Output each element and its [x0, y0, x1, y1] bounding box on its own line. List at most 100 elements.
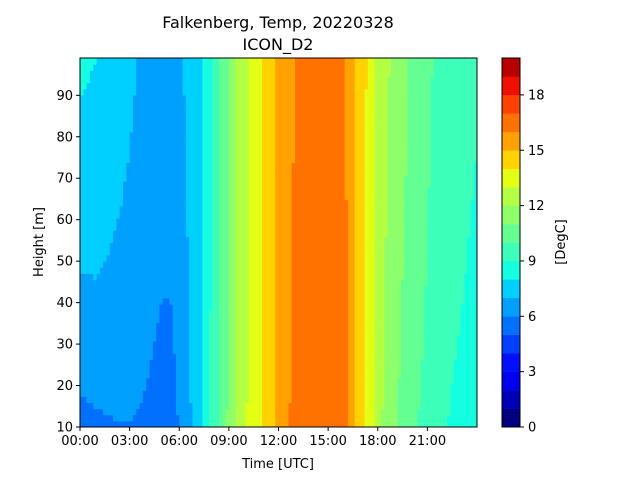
heatmap-cell [344, 94, 349, 102]
heatmap-cell [308, 254, 313, 262]
heatmap-cell [238, 150, 243, 157]
heatmap-cell [116, 340, 121, 348]
heatmap-cell [139, 174, 144, 182]
heatmap-cell [225, 168, 230, 176]
heatmap-cell [126, 94, 131, 102]
heatmap-cell [242, 101, 247, 108]
heatmap-cell [159, 181, 164, 188]
heatmap-cell [99, 88, 104, 96]
heatmap-cell [212, 310, 217, 317]
heatmap-cell [324, 267, 329, 274]
heatmap-cell [192, 347, 197, 354]
heatmap-cell [281, 285, 286, 293]
heatmap-cell [295, 88, 299, 96]
heatmap-cell [268, 125, 273, 133]
heatmap-cell [192, 144, 197, 151]
heatmap-cell [96, 328, 101, 336]
heatmap-cell [169, 402, 174, 410]
heatmap-cell [278, 58, 283, 65]
heatmap-cell [132, 304, 137, 311]
heatmap-cell [338, 328, 342, 336]
heatmap-cell [328, 174, 333, 182]
heatmap-cell [351, 242, 356, 250]
heatmap-cell [338, 181, 342, 188]
heatmap-cell [99, 144, 104, 151]
heatmap-cell [331, 297, 336, 305]
heatmap-cell [344, 181, 349, 188]
heatmap-cell [228, 58, 233, 65]
heatmap-cell [308, 230, 313, 237]
heatmap-cell [268, 242, 273, 250]
heatmap-cell [142, 64, 147, 71]
heatmap-cell [146, 82, 151, 90]
heatmap-cell [149, 328, 154, 336]
heatmap-cell [86, 107, 91, 114]
heatmap-cell [93, 304, 98, 311]
heatmap-cell [166, 304, 170, 311]
heatmap-cell [136, 187, 141, 194]
heatmap-cell [159, 187, 164, 194]
heatmap-cell [344, 119, 349, 127]
heatmap-cell [347, 162, 352, 170]
heatmap-cell [314, 377, 319, 385]
heatmap-cell [222, 402, 227, 410]
heatmap-cell [132, 217, 137, 225]
heatmap-cell [304, 70, 309, 78]
heatmap-cell [341, 340, 346, 348]
heatmap-cell [212, 291, 217, 299]
heatmap-cell [344, 273, 349, 280]
heatmap-cell [295, 310, 299, 317]
heatmap-cell [192, 162, 197, 170]
heatmap-cell [281, 242, 286, 250]
heatmap-cell [199, 94, 204, 102]
heatmap-cell [119, 144, 124, 151]
heatmap-cell [354, 390, 359, 397]
heatmap-cell [252, 58, 256, 65]
heatmap-cell [86, 58, 91, 65]
heatmap-cell [172, 248, 177, 256]
heatmap-cell [235, 211, 240, 219]
heatmap-cell [192, 365, 197, 373]
heatmap-cell [129, 150, 134, 157]
heatmap-cell [318, 310, 323, 317]
heatmap-cell [245, 193, 250, 201]
heatmap-cell [86, 297, 91, 305]
heatmap-cell [331, 181, 336, 188]
heatmap-cell [347, 58, 352, 65]
heatmap-cell [228, 334, 233, 342]
heatmap-cell [311, 199, 316, 207]
heatmap-cell [225, 297, 230, 305]
heatmap-cell [152, 390, 157, 397]
heatmap-cell [202, 347, 207, 354]
heatmap-cell [199, 162, 204, 170]
heatmap-cell [142, 131, 147, 139]
heatmap-cell [261, 402, 266, 410]
heatmap-cell [142, 420, 147, 427]
heatmap-cell [265, 187, 270, 194]
heatmap-cell [298, 322, 303, 330]
heatmap-cell [318, 328, 323, 336]
heatmap-cell [192, 291, 197, 299]
heatmap-cell [314, 58, 319, 65]
heatmap-cell [215, 414, 220, 422]
heatmap-cell [89, 414, 94, 422]
heatmap-cell [209, 267, 213, 274]
heatmap-cell [113, 193, 117, 201]
heatmap-cell [295, 334, 299, 342]
heatmap-cell [175, 137, 180, 145]
heatmap-cell [149, 193, 154, 201]
heatmap-cell [119, 383, 124, 391]
heatmap-cell [304, 58, 309, 65]
heatmap-cell [142, 94, 147, 102]
heatmap-cell [324, 94, 329, 102]
heatmap-cell [255, 347, 260, 354]
heatmap-cell [89, 267, 94, 274]
heatmap-cell [242, 205, 247, 213]
heatmap-cell [103, 94, 108, 102]
heatmap-cell [179, 297, 184, 305]
heatmap-cell [199, 107, 204, 114]
heatmap-cell [248, 70, 253, 78]
heatmap-cell [132, 402, 137, 410]
heatmap-cell [232, 94, 237, 102]
heatmap-cell [344, 304, 349, 311]
